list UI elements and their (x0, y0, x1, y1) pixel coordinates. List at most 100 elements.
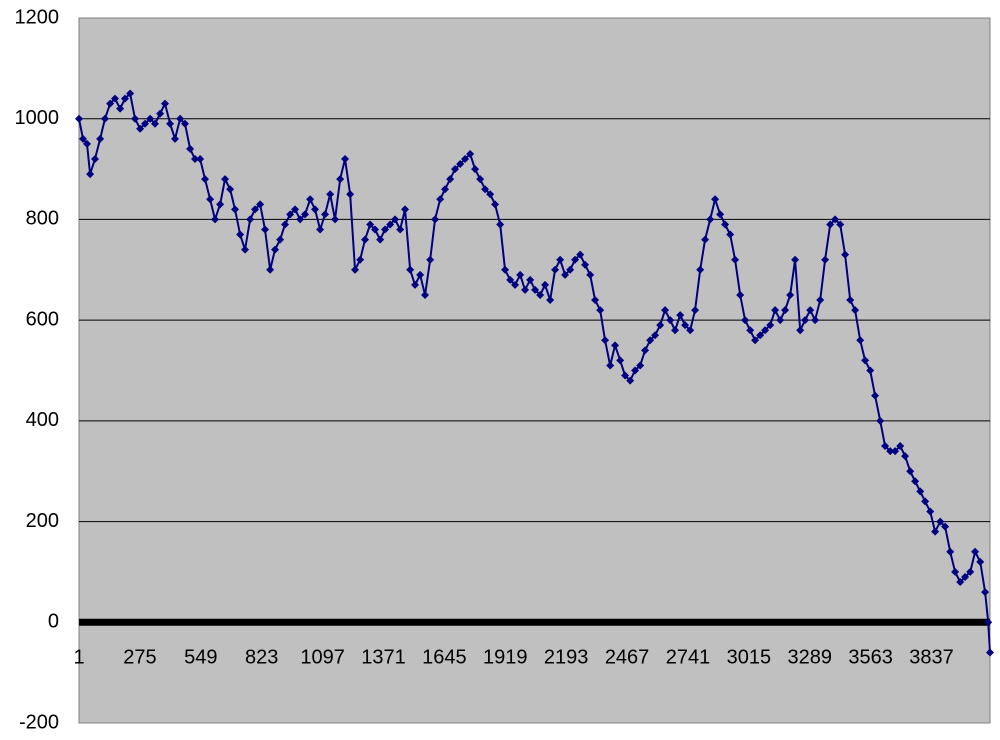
data-marker (281, 220, 290, 229)
data-marker (361, 235, 370, 244)
x-tick-label: 2467 (605, 647, 650, 669)
data-marker (586, 270, 595, 279)
data-marker (376, 235, 385, 244)
data-marker (691, 306, 700, 315)
data-marker (621, 371, 630, 380)
y-tick-label: -200 (19, 711, 59, 733)
data-marker (321, 210, 330, 219)
data-marker (261, 225, 270, 234)
data-marker (706, 215, 715, 224)
data-marker (676, 311, 685, 320)
data-marker (861, 356, 870, 365)
y-tick-label: 0 (48, 611, 59, 633)
data-marker (981, 588, 990, 597)
data-marker (596, 306, 605, 315)
x-tick-label: 1919 (483, 647, 528, 669)
data-marker (366, 220, 375, 229)
data-marker (186, 144, 195, 153)
data-marker (401, 205, 410, 214)
data-marker (941, 522, 950, 531)
x-tick-label: 1645 (422, 647, 467, 669)
data-marker (351, 265, 360, 274)
data-marker (771, 306, 780, 315)
data-marker (786, 290, 795, 299)
data-marker (446, 175, 455, 184)
data-marker (591, 296, 600, 304)
data-marker (236, 230, 245, 239)
data-marker (956, 578, 965, 586)
data-marker (386, 220, 395, 229)
data-marker (416, 270, 425, 279)
data-marker (511, 280, 520, 289)
data-marker (481, 185, 490, 194)
data-marker (541, 280, 550, 289)
data-marker (306, 195, 315, 204)
data-marker (166, 119, 175, 128)
data-marker (291, 205, 300, 214)
data-marker (131, 114, 140, 123)
data-marker (686, 326, 695, 335)
data-marker (316, 225, 325, 234)
data-marker (341, 155, 350, 163)
data-marker (456, 160, 465, 169)
data-marker (836, 220, 845, 229)
data-marker (631, 366, 640, 375)
data-marker (356, 255, 365, 264)
data-marker (181, 119, 190, 128)
data-marker (984, 618, 993, 627)
data-marker (441, 185, 450, 194)
x-tick-label: 549 (184, 647, 217, 669)
data-marker (171, 134, 180, 143)
y-tick-label: 600 (26, 308, 59, 330)
data-marker (226, 185, 235, 194)
data-marker (761, 326, 770, 335)
data-marker (211, 215, 220, 224)
data-marker (231, 205, 240, 214)
data-marker (626, 376, 635, 385)
data-marker (521, 285, 530, 294)
data-marker (916, 487, 925, 496)
data-marker (301, 210, 310, 219)
data-marker (526, 275, 535, 284)
data-marker (711, 195, 720, 204)
x-tick-label: 1 (73, 647, 84, 669)
data-marker (516, 270, 525, 279)
data-marker (846, 296, 855, 304)
data-marker (126, 89, 135, 98)
data-marker (986, 648, 994, 657)
data-marker (646, 336, 655, 345)
data-marker (101, 114, 110, 123)
data-marker (121, 94, 130, 103)
data-marker (611, 341, 620, 350)
data-marker (716, 210, 725, 219)
data-marker (311, 205, 320, 214)
data-marker (91, 155, 100, 163)
data-marker (86, 170, 95, 179)
data-marker (821, 255, 830, 264)
data-marker (83, 139, 92, 148)
data-marker (271, 245, 280, 254)
data-marker (826, 220, 835, 229)
data-marker (961, 572, 970, 581)
data-marker (816, 296, 825, 304)
data-marker (871, 391, 880, 400)
data-marker (891, 447, 900, 456)
x-tick-label: 3289 (788, 647, 833, 669)
data-marker (331, 215, 340, 224)
y-tick-label: 800 (26, 208, 59, 230)
data-marker (561, 270, 570, 279)
data-marker (176, 114, 185, 123)
data-marker (451, 165, 460, 174)
data-marker (936, 517, 945, 526)
x-tick-label: 3563 (848, 647, 893, 669)
data-marker (966, 567, 975, 576)
data-marker (876, 416, 885, 425)
data-marker (326, 190, 335, 199)
data-marker (201, 175, 210, 184)
data-marker (96, 134, 105, 143)
x-tick-label: 2193 (544, 647, 589, 669)
data-marker (371, 225, 380, 234)
data-marker (106, 99, 115, 108)
data-marker (636, 361, 645, 370)
data-marker (406, 265, 415, 274)
